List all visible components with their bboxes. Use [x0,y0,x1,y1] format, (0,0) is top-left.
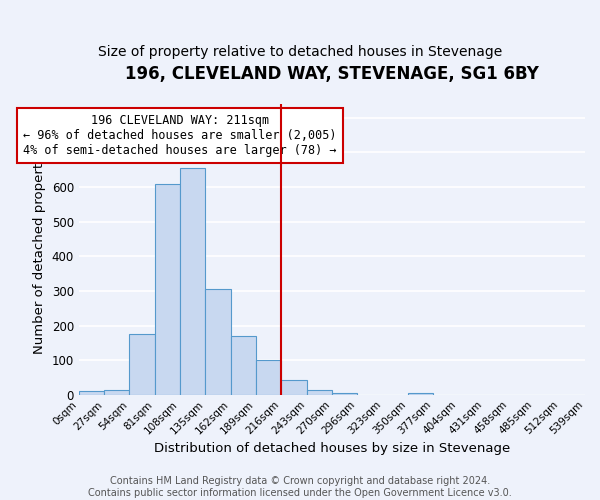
Text: Size of property relative to detached houses in Stevenage: Size of property relative to detached ho… [98,45,502,59]
Bar [307,390,332,394]
Bar [205,289,230,395]
Title: 196, CLEVELAND WAY, STEVENAGE, SG1 6BY: 196, CLEVELAND WAY, STEVENAGE, SG1 6BY [125,65,539,83]
Y-axis label: Number of detached properties: Number of detached properties [33,144,46,354]
Bar [256,360,281,394]
Bar [155,184,180,394]
Text: 196 CLEVELAND WAY: 211sqm
← 96% of detached houses are smaller (2,005)
4% of sem: 196 CLEVELAND WAY: 211sqm ← 96% of detac… [23,114,337,158]
Bar [79,392,104,394]
Bar [281,380,307,394]
Bar [130,334,155,394]
Bar [230,336,256,394]
Bar [104,390,130,394]
X-axis label: Distribution of detached houses by size in Stevenage: Distribution of detached houses by size … [154,442,510,455]
Bar [332,393,357,394]
Bar [408,393,433,394]
Bar [180,168,205,394]
Text: Contains HM Land Registry data © Crown copyright and database right 2024.
Contai: Contains HM Land Registry data © Crown c… [88,476,512,498]
